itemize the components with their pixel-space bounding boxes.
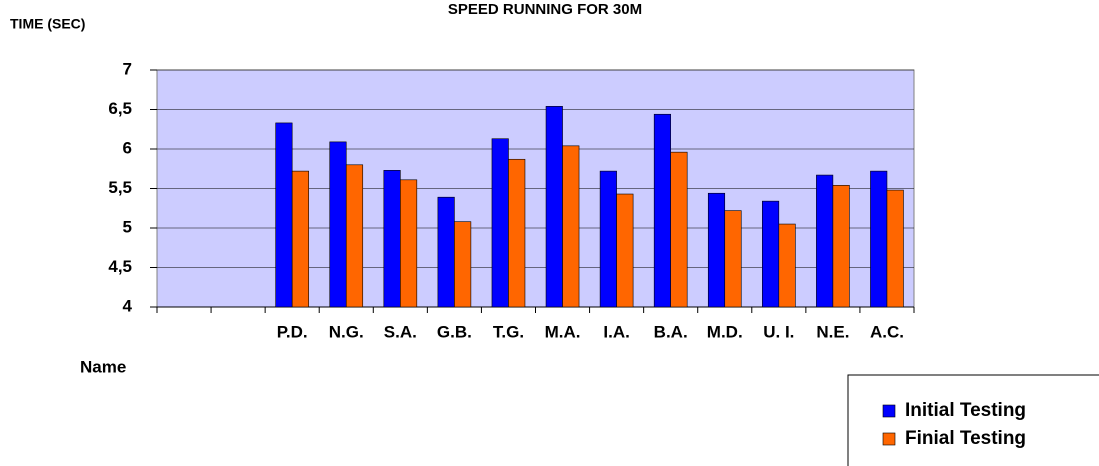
y-tick-label: 6,5 xyxy=(108,99,132,118)
legend-box xyxy=(847,374,1099,466)
bar xyxy=(653,113,671,308)
bar xyxy=(816,174,834,308)
legend-label: Initial Testing xyxy=(905,400,1026,421)
bar xyxy=(724,210,742,308)
bar xyxy=(383,170,401,308)
legend-swatch xyxy=(882,432,896,446)
bar xyxy=(562,145,580,308)
y-tick-label: 5,5 xyxy=(108,178,132,197)
bar xyxy=(454,221,472,308)
x-tick-label: S.A. xyxy=(384,322,417,341)
y-tick-label: 4,5 xyxy=(108,257,132,276)
bar xyxy=(707,192,726,308)
x-tick-label: G.B. xyxy=(437,322,472,341)
y-tick-label: 7 xyxy=(123,59,132,78)
y-axis-label: TIME (SEC) xyxy=(10,16,85,32)
x-tick-label: I.A. xyxy=(603,322,629,341)
chart-title: SPEED RUNNING FOR 30M xyxy=(448,1,642,18)
x-tick-label: T.G. xyxy=(493,322,524,341)
bar xyxy=(832,185,850,308)
bar xyxy=(329,141,347,308)
x-axis-label: Name xyxy=(80,357,126,376)
bar xyxy=(778,223,796,308)
x-tick-label: A.C. xyxy=(870,322,904,341)
x-tick-label: B.A. xyxy=(654,322,688,341)
x-tick-label: N.E. xyxy=(816,322,849,341)
bar xyxy=(599,170,617,308)
x-tick-label: N.G. xyxy=(329,322,364,341)
bar xyxy=(870,170,888,308)
x-tick-label: P.D. xyxy=(277,322,308,341)
bar xyxy=(886,189,904,308)
bar xyxy=(616,193,634,308)
y-tick-label: 6 xyxy=(123,138,132,157)
x-tick-label: U. I. xyxy=(763,322,794,341)
x-tick-label: M.A. xyxy=(545,322,581,341)
legend-swatch xyxy=(882,404,896,418)
bar xyxy=(670,151,688,308)
bar xyxy=(491,138,509,308)
bar xyxy=(291,170,309,308)
y-tick-label: 5 xyxy=(123,217,132,236)
y-tick-label: 4 xyxy=(123,296,133,315)
legend-label: Finial Testing xyxy=(905,428,1026,449)
bar xyxy=(400,179,418,308)
bar xyxy=(508,158,526,308)
bar xyxy=(437,196,455,308)
bar xyxy=(762,200,780,308)
bar xyxy=(275,122,293,308)
x-tick-label: M.D. xyxy=(707,322,743,341)
bar xyxy=(545,106,563,308)
bar xyxy=(345,164,364,308)
